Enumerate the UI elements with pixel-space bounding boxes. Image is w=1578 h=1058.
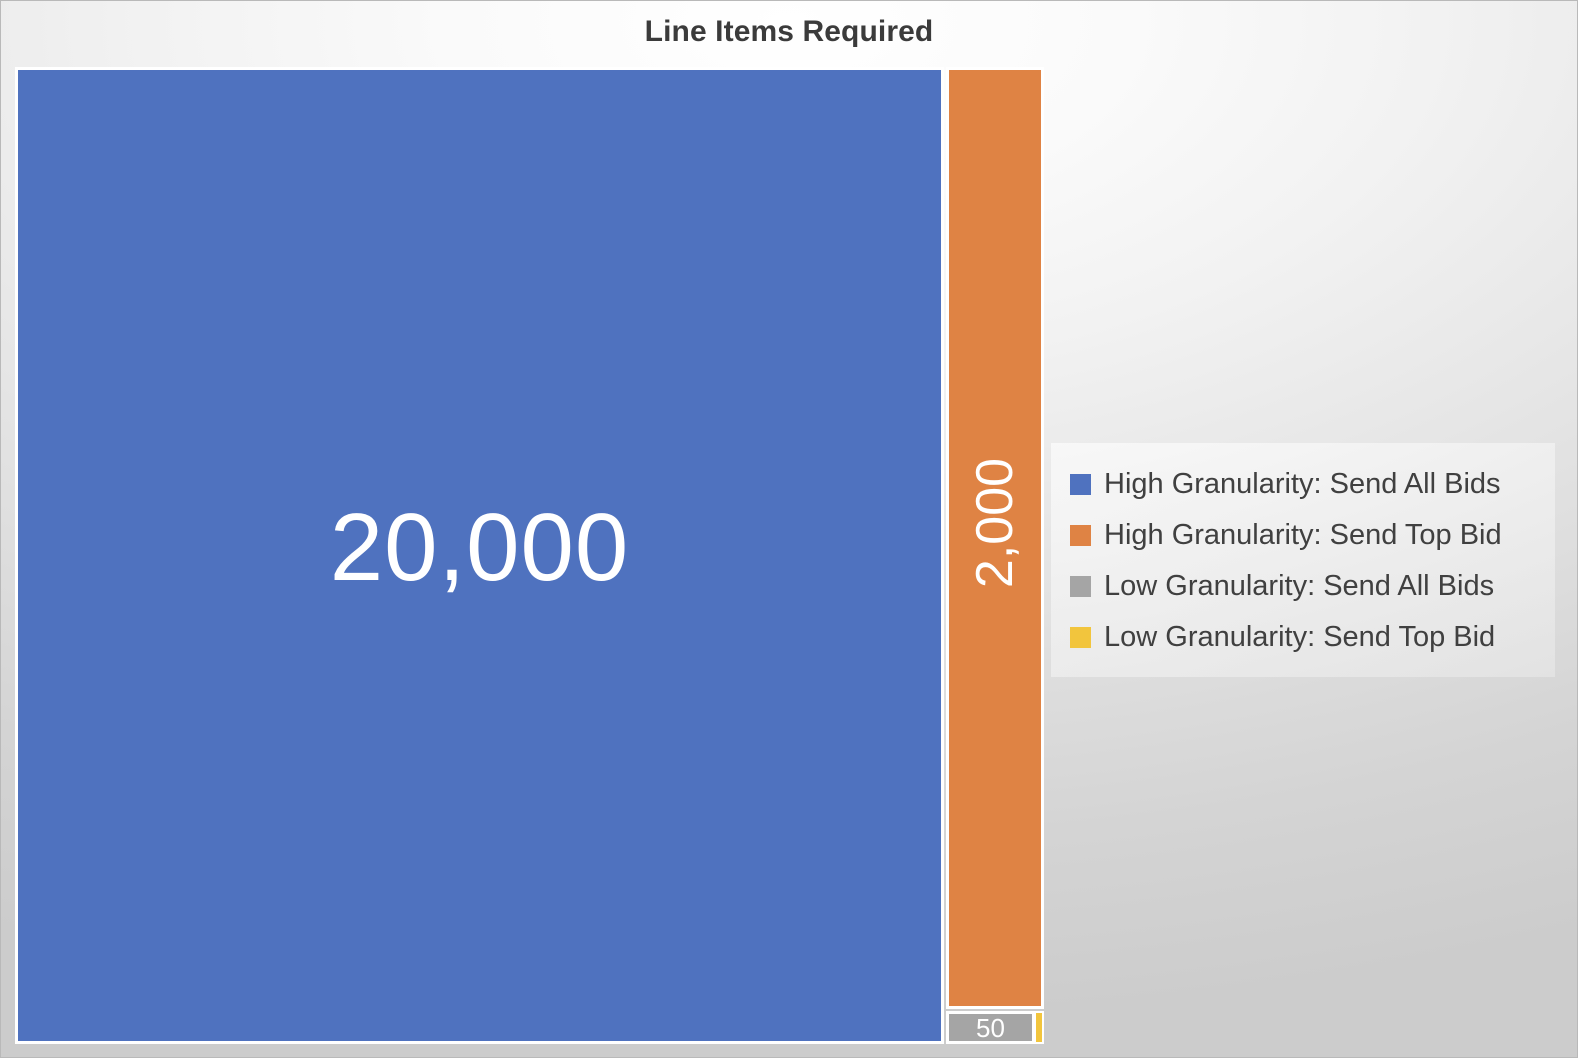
chart-legend: High Granularity: Send All Bids High Gra… (1051, 443, 1555, 677)
legend-label-low-granularity-send-top-bid: Low Granularity: Send Top Bid (1104, 621, 1496, 653)
legend-swatch-icon-low-granularity-send-top-bid (1070, 627, 1091, 648)
treemap-tile-high-granularity-send-all-bids[interactable]: 20,000 (15, 67, 944, 1044)
legend-label-low-granularity-send-all-bids: Low Granularity: Send All Bids (1104, 570, 1495, 602)
treemap-tile-low-granularity-send-all-bids[interactable]: 50 (946, 1011, 1035, 1044)
legend-swatch-icon-low-granularity-send-all-bids (1070, 576, 1091, 597)
legend-label-high-granularity-send-all-bids: High Granularity: Send All Bids (1104, 468, 1501, 500)
treemap-tile-low-granularity-send-top-bid[interactable] (1034, 1011, 1044, 1044)
treemap-plot-area: 20,000 2,000 50 (15, 67, 1044, 1044)
treemap-tile-label-high-granularity-send-all-bids: 20,000 (329, 493, 630, 601)
treemap-tile-label-high-granularity-send-top-bid: 2,000 (966, 457, 1025, 589)
treemap-tile-label-low-granularity-send-all-bids: 50 (976, 1012, 1005, 1043)
legend-item-high-granularity-send-all-bids[interactable]: High Granularity: Send All Bids (1065, 459, 1543, 510)
legend-item-low-granularity-send-top-bid[interactable]: Low Granularity: Send Top Bid (1065, 612, 1543, 663)
legend-label-high-granularity-send-top-bid: High Granularity: Send Top Bid (1104, 519, 1502, 551)
legend-swatch-icon-high-granularity-send-top-bid (1070, 525, 1091, 546)
treemap-tile-high-granularity-send-top-bid[interactable]: 2,000 (946, 67, 1044, 1009)
legend-item-low-granularity-send-all-bids[interactable]: Low Granularity: Send All Bids (1065, 561, 1543, 612)
chart-title: Line Items Required (644, 15, 934, 48)
legend-item-high-granularity-send-top-bid[interactable]: High Granularity: Send Top Bid (1065, 510, 1543, 561)
legend-swatch-icon-high-granularity-send-all-bids (1070, 474, 1091, 495)
